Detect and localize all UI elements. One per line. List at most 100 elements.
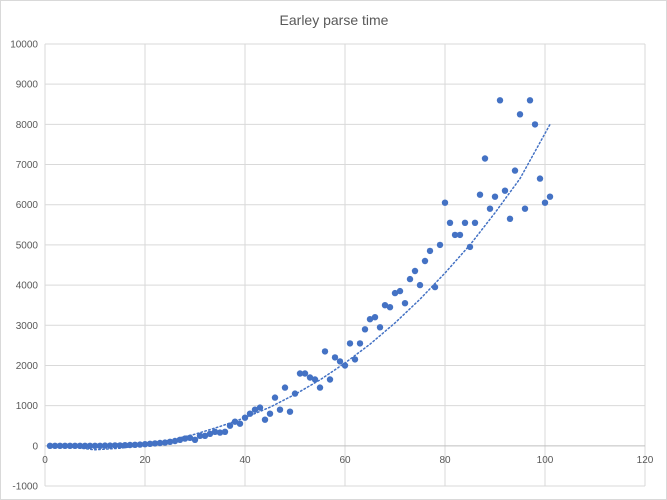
- data-point: [346, 340, 354, 347]
- data-point: [251, 406, 259, 413]
- data-point: [206, 430, 214, 437]
- data-point: [186, 434, 194, 441]
- data-point: [546, 193, 554, 200]
- data-point: [461, 219, 469, 226]
- data-point: [86, 442, 94, 449]
- data-point: [446, 219, 454, 226]
- data-point: [341, 362, 349, 369]
- data-point: [326, 376, 334, 383]
- data-point: [226, 422, 234, 429]
- data-point: [51, 442, 59, 449]
- data-point: [331, 354, 339, 361]
- data-point: [411, 267, 419, 275]
- data-point: [481, 155, 489, 162]
- data-point: [316, 384, 324, 391]
- data-point: [401, 300, 409, 307]
- data-point: [201, 432, 209, 439]
- data-point: [376, 324, 384, 331]
- data-point: [46, 442, 54, 449]
- data-point: [296, 370, 304, 377]
- data-point: [131, 441, 139, 448]
- data-point: [381, 302, 389, 309]
- data-point: [101, 442, 109, 449]
- data-point: [166, 438, 174, 445]
- y-tick-label: 7000: [16, 160, 39, 171]
- data-point: [476, 191, 484, 198]
- data-point: [196, 432, 204, 439]
- data-point: [496, 97, 504, 104]
- data-point: [256, 404, 264, 411]
- gridlines: [44, 43, 646, 487]
- data-point: [136, 441, 144, 448]
- data-point: [216, 429, 224, 436]
- data-point: [436, 241, 444, 249]
- data-point: [541, 199, 549, 206]
- data-point: [441, 199, 449, 206]
- data-point: [141, 441, 149, 448]
- trendline-layer: [54, 123, 551, 451]
- data-point: [61, 442, 69, 449]
- data-point: [291, 390, 299, 397]
- data-point: [336, 358, 344, 365]
- data-point: [506, 215, 514, 222]
- data-point: [116, 442, 124, 449]
- data-point: [261, 416, 269, 423]
- data-point: [111, 442, 119, 449]
- data-point: [421, 257, 429, 265]
- data-point: [211, 428, 219, 435]
- data-point: [246, 410, 254, 417]
- data-point: [426, 247, 434, 255]
- y-tick-label: -1000: [12, 482, 38, 493]
- x-tick-label: 80: [439, 455, 451, 466]
- x-tick-label: 20: [139, 455, 151, 466]
- y-tick-label: 10000: [10, 40, 38, 51]
- y-tick-label: 2000: [16, 361, 39, 372]
- data-point: [266, 410, 274, 417]
- data-point: [171, 437, 179, 445]
- data-point: [526, 97, 534, 104]
- data-point: [396, 287, 404, 295]
- y-tick-label: 8000: [16, 120, 39, 131]
- data-point: [181, 435, 189, 442]
- data-point: [366, 316, 374, 323]
- data-point: [486, 205, 494, 212]
- data-point: [351, 356, 359, 363]
- chart-title: Earley parse time: [280, 12, 389, 28]
- trendline: [54, 123, 551, 451]
- data-point: [471, 219, 479, 226]
- data-point: [301, 370, 309, 377]
- data-point: [121, 442, 129, 449]
- data-point: [451, 231, 459, 239]
- data-point: [431, 283, 439, 291]
- y-tick-label: 9000: [16, 80, 39, 91]
- y-tick-label: 1000: [16, 401, 39, 412]
- data-point: [81, 442, 89, 449]
- x-tick-label: 120: [637, 455, 654, 466]
- data-point: [221, 428, 229, 435]
- y-tick-label: 4000: [16, 281, 39, 292]
- y-tick-label: 5000: [16, 240, 39, 251]
- data-point: [466, 243, 474, 251]
- data-point: [271, 394, 279, 401]
- data-point: [511, 167, 519, 174]
- y-tick-label: 0: [32, 441, 38, 452]
- data-points: [46, 97, 554, 449]
- data-point: [91, 442, 99, 449]
- data-point: [321, 348, 329, 355]
- data-point: [386, 304, 394, 311]
- data-point: [276, 406, 284, 413]
- data-point: [406, 275, 414, 283]
- data-point: [371, 314, 379, 321]
- data-point: [491, 193, 499, 200]
- data-point: [456, 231, 464, 239]
- x-tick-label: 60: [339, 455, 351, 466]
- data-point: [156, 439, 164, 447]
- data-point: [126, 441, 134, 449]
- data-point: [356, 340, 364, 347]
- y-tick-label: 3000: [16, 321, 39, 332]
- data-point: [241, 414, 249, 421]
- data-point: [286, 408, 294, 415]
- data-point: [146, 440, 154, 447]
- x-tick-label: 40: [239, 455, 251, 466]
- data-point: [161, 439, 169, 446]
